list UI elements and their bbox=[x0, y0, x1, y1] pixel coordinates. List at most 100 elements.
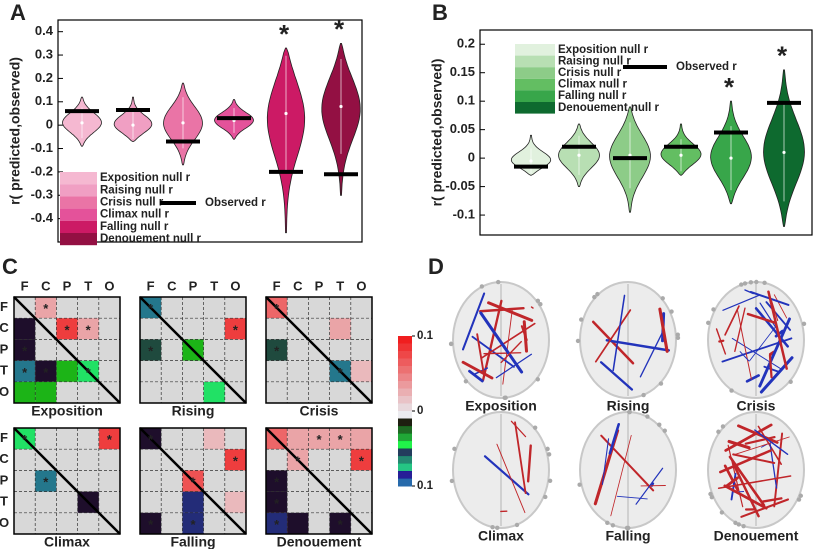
brain-connection bbox=[746, 312, 777, 324]
brain-node bbox=[479, 284, 485, 289]
brain-connection bbox=[600, 434, 655, 492]
brain-connection bbox=[759, 356, 794, 394]
y-tick-label: -0.1 bbox=[31, 140, 53, 155]
column-label: F bbox=[273, 278, 281, 293]
colorbar-segment bbox=[398, 478, 412, 487]
brain-connection bbox=[496, 443, 526, 514]
brain-connection bbox=[510, 420, 527, 438]
median-dot bbox=[729, 156, 733, 160]
brain-node bbox=[798, 493, 804, 498]
matrix-frame bbox=[13, 296, 121, 404]
brain-node bbox=[627, 409, 632, 415]
matrix-cell bbox=[35, 381, 57, 403]
brain-connection bbox=[765, 301, 792, 331]
brain-node bbox=[675, 335, 681, 341]
colorbar-segment bbox=[398, 463, 412, 472]
brain-connection bbox=[612, 294, 626, 372]
median-dot bbox=[529, 159, 533, 163]
significance-marker: * bbox=[777, 41, 788, 71]
legend-swatch bbox=[515, 55, 555, 68]
matrix-name: Denouement bbox=[277, 534, 362, 549]
brain-connection bbox=[461, 360, 494, 380]
brain-connection bbox=[761, 497, 783, 503]
matrix-cell bbox=[77, 318, 99, 340]
column-label: C bbox=[167, 278, 177, 293]
median-dot bbox=[577, 153, 581, 157]
median-dot bbox=[339, 104, 343, 109]
matrix-diagonal bbox=[139, 427, 247, 535]
median-dot bbox=[782, 150, 786, 155]
brain-node bbox=[605, 520, 610, 525]
legend-label: Falling null r bbox=[558, 90, 627, 102]
legend-label: Climax null r bbox=[558, 79, 628, 91]
brain-node bbox=[610, 523, 616, 528]
matrix-cell bbox=[224, 491, 246, 513]
cell-star: * bbox=[22, 365, 28, 380]
colorbar-segment bbox=[398, 441, 412, 449]
brain-node bbox=[796, 497, 802, 502]
legend-swatch bbox=[515, 78, 555, 91]
column-label: O bbox=[356, 278, 366, 293]
brain-connection bbox=[731, 337, 781, 369]
matrix-cell bbox=[14, 339, 36, 361]
brain-node bbox=[448, 341, 454, 347]
legend-swatch bbox=[60, 208, 97, 221]
brain-node bbox=[660, 296, 665, 301]
brain-connection bbox=[758, 317, 791, 388]
cell-star: * bbox=[148, 517, 154, 532]
brain-node bbox=[729, 388, 734, 393]
brain-connection bbox=[754, 429, 789, 455]
brain-node bbox=[545, 446, 550, 452]
legend-label: Climax null r bbox=[100, 209, 170, 221]
brain-node bbox=[662, 428, 667, 433]
brain-node bbox=[641, 392, 646, 398]
y-tick-label: -0.2 bbox=[31, 163, 53, 178]
brain-connection bbox=[461, 292, 486, 351]
legend-swatch bbox=[60, 172, 97, 185]
colorbar-segment bbox=[398, 411, 412, 419]
matrix-cell bbox=[35, 297, 57, 319]
brain-node bbox=[495, 525, 500, 531]
brain-name: Falling bbox=[605, 528, 650, 544]
brain-node bbox=[592, 294, 597, 300]
y-tick-label: 0.2 bbox=[35, 70, 53, 85]
matrix-cell bbox=[266, 512, 288, 534]
brain-connection bbox=[500, 340, 522, 364]
column-label: F bbox=[147, 278, 155, 293]
cell-star: * bbox=[86, 322, 92, 337]
colorbar-segment bbox=[398, 448, 412, 457]
brain-node bbox=[547, 478, 553, 483]
brain-node bbox=[535, 298, 541, 304]
colorbar-segment bbox=[398, 388, 412, 397]
colorbar-label: 0.1 bbox=[417, 330, 434, 342]
brain-connection bbox=[514, 421, 527, 495]
matrix-name: Exposition bbox=[31, 403, 103, 419]
brain-node bbox=[538, 302, 543, 307]
brain-node bbox=[736, 522, 741, 527]
y-tick-label: 0.1 bbox=[35, 93, 53, 108]
brain-connection bbox=[608, 422, 621, 455]
brain-node bbox=[532, 425, 538, 430]
cell-star: * bbox=[22, 432, 28, 447]
cell-star: * bbox=[274, 301, 280, 316]
brain-node bbox=[595, 291, 600, 297]
matrix-cell bbox=[350, 449, 372, 471]
row-label: T bbox=[0, 363, 8, 378]
brain-connection bbox=[476, 333, 486, 377]
row-label: O bbox=[0, 384, 9, 399]
brain-node bbox=[503, 395, 508, 400]
brain-name: Denouement bbox=[714, 528, 799, 544]
column-label: P bbox=[315, 278, 324, 293]
brain-node bbox=[788, 379, 793, 384]
brain-node bbox=[720, 424, 726, 429]
legend-label: Denouement null r bbox=[558, 102, 659, 114]
plot-frame bbox=[479, 29, 813, 236]
brain-node bbox=[739, 282, 744, 287]
matrix-cell bbox=[140, 512, 162, 534]
column-label: C bbox=[293, 278, 303, 293]
colorbar-segment bbox=[398, 366, 412, 374]
brain-connection bbox=[730, 472, 737, 501]
brain-node bbox=[706, 320, 711, 326]
matrix-cell bbox=[14, 318, 36, 340]
